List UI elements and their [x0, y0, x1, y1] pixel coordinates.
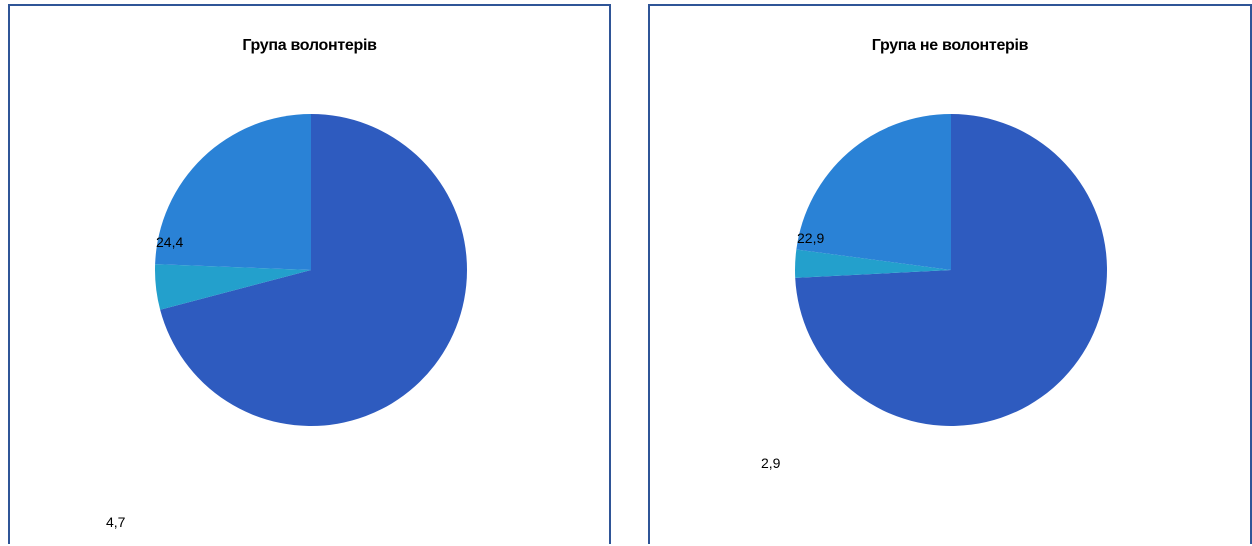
- pie-slice-1: [795, 114, 1108, 426]
- pie-slice-2: [795, 249, 951, 278]
- chart-title: Група не волонтерів: [871, 37, 1029, 54]
- data-label-slice-3: 22,9: [797, 230, 825, 246]
- pie-chart: [795, 114, 1108, 426]
- data-label-slice-2: 4,7: [106, 514, 126, 530]
- chart-panel-volunteers: Група волонтерів 4,7 24,4: [8, 4, 611, 544]
- pie-slice-2: [154, 264, 311, 310]
- pie-chart: [154, 114, 468, 426]
- pie-slice-1: [160, 114, 468, 426]
- chart-title: Група волонтерів: [242, 37, 377, 54]
- pie-slice-3: [155, 114, 311, 270]
- chart-panel-non-volunteers: Група не волонтерів 2,9 22,9: [648, 4, 1252, 544]
- data-label-slice-3: 24,4: [156, 234, 184, 250]
- data-label-slice-2: 2,9: [761, 455, 781, 471]
- pie-slice-3: [796, 114, 951, 270]
